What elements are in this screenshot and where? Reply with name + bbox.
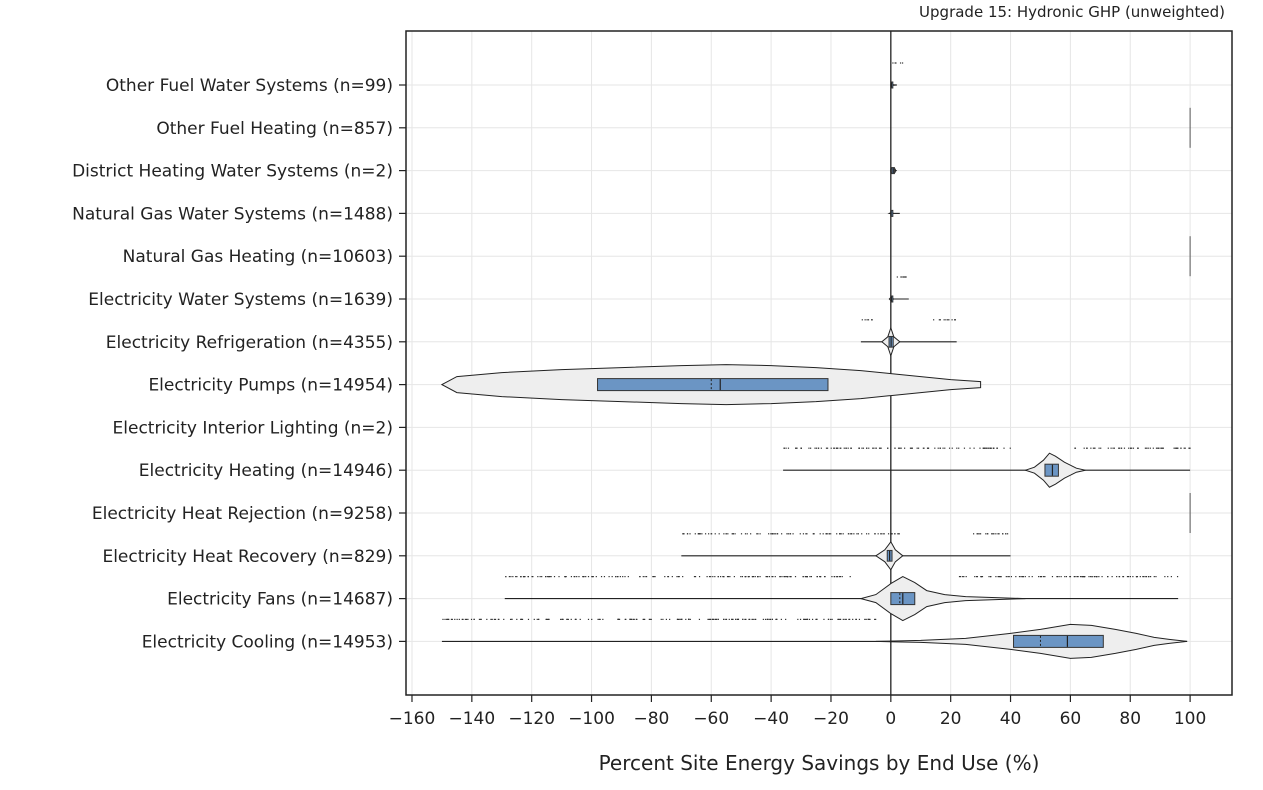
y-category-label: Electricity Water Systems (n=1639) bbox=[88, 290, 393, 310]
grid-layer bbox=[406, 31, 1232, 695]
violin-body bbox=[858, 576, 1026, 622]
y-category-label: Electricity Heat Rejection (n=9258) bbox=[92, 504, 393, 524]
y-category-label: Electricity Refrigeration (n=4355) bbox=[106, 333, 393, 353]
y-category-label: Electricity Fans (n=14687) bbox=[167, 590, 393, 610]
y-axis: Other Fuel Water Systems (n=99) Other Fue… bbox=[72, 76, 406, 652]
x-tick-label: −80 bbox=[633, 709, 669, 729]
y-category-label: Electricity Interior Lighting (n=2) bbox=[113, 418, 393, 438]
y-category-label: Electricity Heat Recovery (n=829) bbox=[102, 547, 393, 567]
y-category-label: Other Fuel Heating (n=857) bbox=[156, 119, 393, 139]
x-tick-label: 80 bbox=[1119, 709, 1141, 729]
x-tick-label: 40 bbox=[1000, 709, 1022, 729]
x-tick-label: 60 bbox=[1060, 709, 1082, 729]
y-category-label: Natural Gas Water Systems (n=1488) bbox=[72, 204, 393, 224]
x-tick-label: −60 bbox=[693, 709, 729, 729]
y-category-label: Natural Gas Heating (n=10603) bbox=[123, 247, 393, 267]
x-tick-label: 100 bbox=[1174, 709, 1206, 729]
x-tick-label: 20 bbox=[940, 709, 962, 729]
y-category-label: Electricity Pumps (n=14954) bbox=[148, 376, 393, 396]
chart-title: Upgrade 15: Hydronic GHP (unweighted) bbox=[919, 3, 1225, 21]
x-tick-label: −20 bbox=[813, 709, 849, 729]
x-tick-label: −140 bbox=[448, 709, 495, 729]
y-category-label: District Heating Water Systems (n=2) bbox=[72, 162, 393, 182]
box-iqr bbox=[1044, 463, 1059, 477]
x-tick-label: −100 bbox=[568, 709, 615, 729]
box-iqr bbox=[1013, 634, 1104, 648]
violin-layer bbox=[440, 62, 1191, 659]
x-tick-label: −120 bbox=[508, 709, 555, 729]
x-axis-title: Percent Site Energy Savings by End Use (… bbox=[599, 751, 1040, 775]
y-category-label: Other Fuel Water Systems (n=99) bbox=[106, 76, 393, 96]
y-category-label: Electricity Cooling (n=14953) bbox=[142, 632, 393, 652]
box-iqr bbox=[597, 378, 829, 392]
y-category-label: Electricity Heating (n=14946) bbox=[139, 461, 393, 481]
x-axis: −160 −140 −120 −100 −80 −60 −40 −20 0 20 40 60 80 100 bbox=[389, 695, 1206, 729]
x-tick-label: −160 bbox=[389, 709, 436, 729]
x-tick-label: −40 bbox=[753, 709, 789, 729]
plot-frame bbox=[405, 30, 1233, 696]
x-tick-label: 0 bbox=[885, 709, 896, 729]
